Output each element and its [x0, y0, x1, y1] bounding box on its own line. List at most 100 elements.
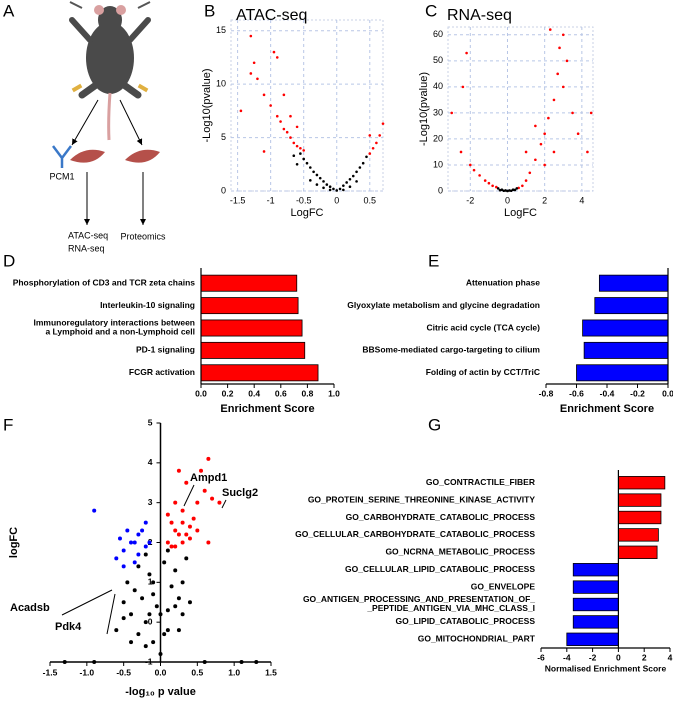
x-tick-label: 0.4	[248, 388, 260, 398]
point	[136, 564, 141, 569]
point	[62, 660, 67, 664]
y-tick-label: 40	[433, 81, 443, 91]
point	[239, 660, 244, 664]
y-tick-label: 0	[148, 616, 153, 626]
point	[524, 150, 528, 154]
point	[249, 72, 253, 75]
point	[147, 612, 152, 617]
point	[176, 628, 181, 633]
point	[202, 488, 207, 493]
point	[361, 161, 365, 165]
x-tick-label: 0.5	[364, 195, 377, 205]
x-tick-label: -6	[537, 652, 545, 662]
point	[162, 560, 167, 565]
point	[254, 660, 259, 664]
point	[187, 600, 192, 605]
bar	[572, 597, 619, 612]
point	[187, 524, 192, 529]
x-tick-label: -0.8	[539, 388, 554, 398]
point	[165, 512, 170, 517]
point	[151, 580, 156, 585]
point	[140, 596, 145, 601]
annotation: Acadsb	[10, 602, 50, 614]
point	[136, 552, 141, 557]
point	[285, 130, 289, 134]
category-label: Glyoxylate metabolism and glycine degrad…	[347, 300, 540, 310]
point	[282, 127, 286, 131]
x-tick-label: -2	[589, 652, 597, 662]
point	[543, 163, 546, 167]
point	[140, 528, 145, 533]
point	[325, 183, 329, 186]
x-tick-label: -0.5	[116, 667, 131, 677]
y-axis-label: -Log10(pvalue)	[201, 69, 213, 143]
point	[199, 468, 204, 473]
point	[169, 520, 174, 525]
point	[322, 186, 325, 190]
point	[165, 628, 170, 633]
point	[299, 146, 302, 150]
point	[358, 166, 362, 169]
y-tick-label: 20	[433, 133, 443, 143]
point	[180, 580, 185, 585]
point	[147, 540, 152, 545]
point	[502, 189, 506, 193]
point	[173, 604, 178, 609]
bar	[200, 297, 299, 315]
y-tick-label: 5	[148, 417, 153, 427]
point	[132, 540, 137, 545]
point	[275, 114, 279, 118]
point	[381, 122, 385, 125]
point	[184, 532, 189, 537]
x-tick-label: -1.5	[43, 667, 58, 677]
point	[295, 162, 299, 166]
point	[322, 180, 325, 183]
point	[534, 124, 537, 128]
category-label: GO_ENVELOPE	[471, 581, 536, 591]
x-axis-label: Enrichment Score	[560, 403, 654, 415]
panel-label: F	[3, 415, 13, 434]
x-tick-label: 4	[668, 652, 673, 662]
bar	[572, 615, 619, 629]
point	[586, 150, 589, 154]
point	[180, 520, 185, 525]
point	[309, 179, 312, 182]
point	[117, 536, 122, 541]
x-tick-label: 1.0	[328, 388, 340, 398]
point	[92, 508, 97, 513]
x-tick-label: -4	[563, 652, 571, 662]
bar	[582, 319, 669, 337]
x-tick-label: -1.5	[230, 195, 246, 205]
x-tick-label: 1.5	[265, 667, 277, 677]
point	[165, 548, 170, 553]
point	[355, 180, 358, 183]
point	[524, 179, 528, 182]
point	[459, 150, 463, 154]
y-tick-label: 50	[433, 55, 443, 65]
category-label: GO_CARBOHYDRATE_CATABOLIC_PROCESS	[346, 512, 536, 522]
point	[571, 111, 574, 115]
bar	[576, 364, 669, 382]
point	[548, 28, 552, 31]
point	[217, 500, 222, 505]
point	[371, 146, 375, 150]
point	[315, 173, 319, 177]
bar	[200, 341, 306, 359]
point	[561, 85, 565, 89]
point	[515, 187, 519, 190]
point	[496, 187, 500, 190]
point	[355, 170, 358, 174]
x-tick-label: -1	[267, 195, 275, 205]
x-tick-label: 0.0	[155, 667, 167, 677]
x-axis-label: LogFC	[504, 207, 537, 219]
point	[143, 644, 148, 649]
point	[312, 170, 315, 174]
point	[191, 516, 196, 521]
point	[491, 184, 494, 188]
assay-label: RNA-seq	[68, 243, 105, 253]
point	[478, 174, 481, 177]
point	[302, 149, 305, 152]
x-tick-label: 2	[542, 195, 547, 205]
point	[176, 596, 181, 601]
bar	[598, 274, 669, 292]
